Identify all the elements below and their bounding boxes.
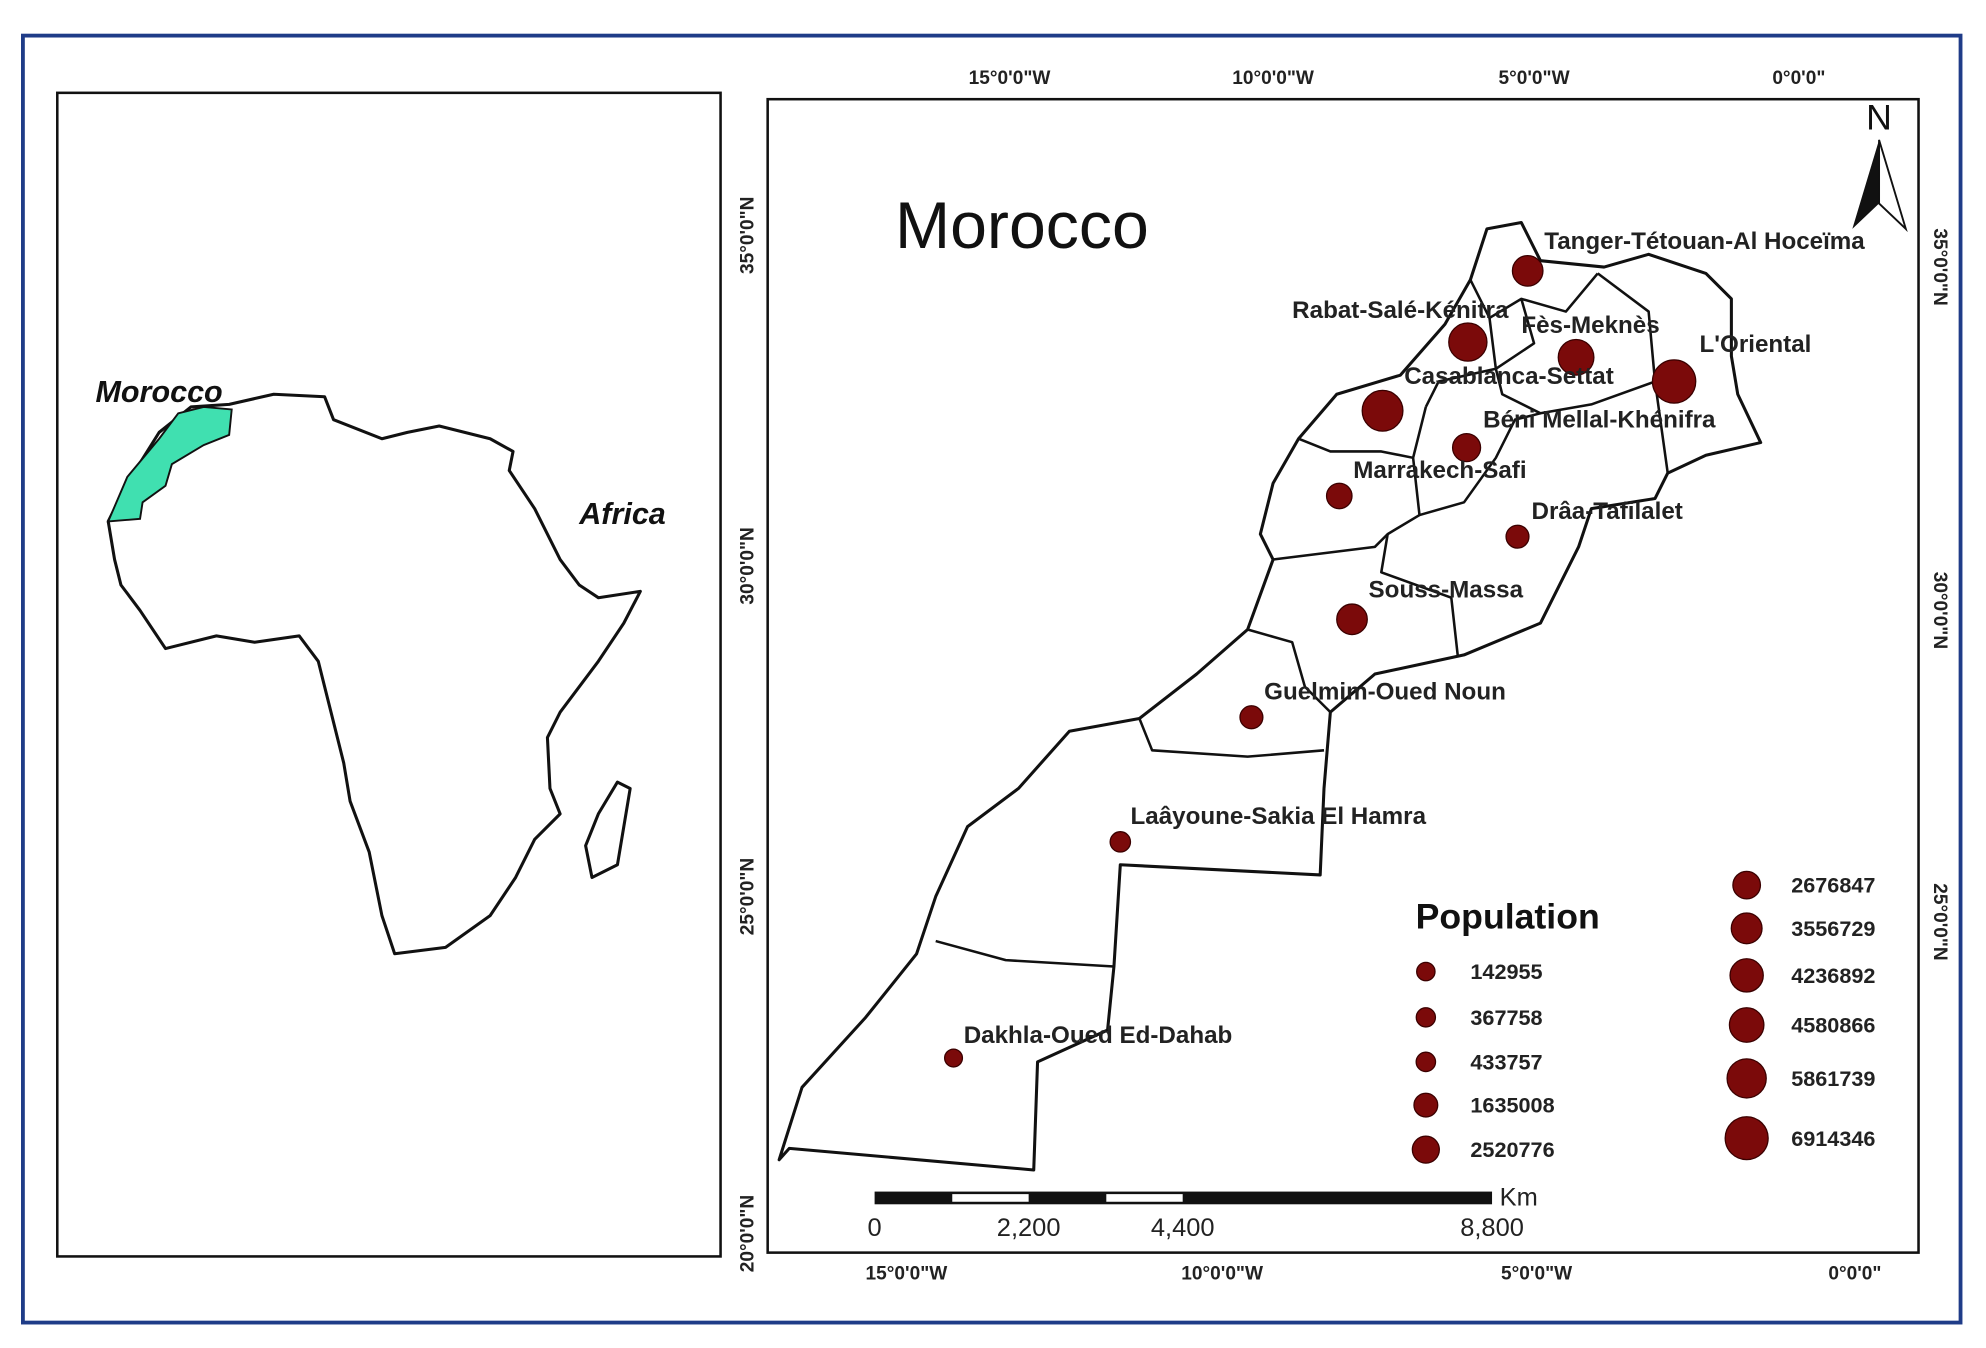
legend-label: 6914346	[1791, 1126, 1875, 1151]
legend-label: 2676847	[1791, 873, 1875, 898]
legend-symbol	[1729, 958, 1764, 993]
scale-label: 4,400	[1151, 1214, 1215, 1242]
region-dot	[1505, 524, 1530, 549]
region-dot	[1239, 705, 1264, 730]
region-border	[1596, 272, 1669, 474]
region-dot	[1557, 338, 1595, 376]
region-border	[1272, 513, 1421, 561]
region-label: Béni Mellal-Khénifra	[1483, 406, 1716, 433]
legend-symbol	[1730, 912, 1763, 945]
lon-label: 5°0'0"W	[1499, 68, 1570, 89]
inset-frame	[56, 91, 722, 1258]
legend-symbol	[1726, 1058, 1767, 1099]
scale-segment	[952, 1194, 1029, 1202]
lat-label: 20°0'0"N	[738, 1195, 759, 1272]
legend-label: 3556729	[1791, 916, 1875, 941]
africa-outline	[106, 392, 642, 956]
frame	[21, 33, 1963, 1325]
lon-label: 0°0'0"	[1772, 68, 1825, 89]
region-borders	[935, 272, 1669, 968]
scale-segment	[1106, 1194, 1183, 1202]
region-label: Marrakech-Safi	[1353, 457, 1526, 484]
legend-symbol	[1732, 870, 1762, 900]
legend-symbol	[1415, 1007, 1437, 1028]
legend-label: 4236892	[1791, 963, 1875, 988]
region-label: Tanger-Tétouan-Al Hoceïma	[1544, 228, 1865, 255]
region-border	[1424, 317, 1498, 408]
lat-label: 25°0'0"N	[1929, 883, 1950, 960]
legend-symbol	[1413, 1092, 1439, 1118]
region-dot	[1448, 322, 1488, 362]
legend-label: 433757	[1470, 1050, 1542, 1075]
region-border	[935, 939, 1115, 968]
lat-label: 30°0'0"N	[738, 527, 759, 604]
lat-label: 35°0'0"N	[1929, 228, 1950, 305]
region-dot	[1361, 389, 1404, 432]
morocco-highlight	[106, 405, 233, 523]
scale-segment	[874, 1191, 1493, 1205]
legend-label: 5861739	[1791, 1066, 1875, 1091]
lat-label: 25°0'0"N	[738, 858, 759, 935]
lon-label: 15°0'0"W	[969, 68, 1051, 89]
madagascar	[584, 780, 632, 879]
legend-symbol	[1411, 1135, 1440, 1164]
region-border	[1380, 533, 1459, 656]
region-dot	[1651, 359, 1697, 404]
region-label: L'Oriental	[1700, 331, 1812, 358]
region-labels: Tanger-Tétouan-Al Hoceïma Rabat-Salé-Kén…	[964, 228, 1866, 1049]
scale-label: 8,800	[1460, 1214, 1524, 1242]
lon-label: 15°0'0"W	[866, 1263, 948, 1284]
region-label: Fès-Meknès	[1521, 312, 1659, 339]
scale-unit: Km	[1500, 1184, 1538, 1212]
scale-bar: 0 2,200 4,400 8,800 Km	[868, 1184, 1538, 1243]
legend-symbol	[1416, 961, 1436, 982]
region-label: Souss-Massa	[1369, 577, 1524, 604]
legend-label: 2520776	[1470, 1137, 1554, 1162]
arrow-half	[1878, 139, 1908, 233]
region-dot	[943, 1048, 964, 1068]
lat-label: 35°0'0"N	[738, 197, 759, 274]
north-label: N	[1866, 98, 1892, 138]
lon-label: 10°0'0"W	[1181, 1263, 1263, 1284]
region-label: Casablanca-Settat	[1404, 363, 1614, 390]
region-label: Dakhla-Oued Ed-Dahab	[964, 1022, 1233, 1049]
legend-label: 1635008	[1470, 1093, 1554, 1118]
legend-label: 142955	[1470, 959, 1542, 984]
region-dot	[1451, 433, 1482, 463]
region-dot	[1325, 482, 1353, 510]
map-title: Morocco	[895, 189, 1149, 263]
legend-symbol	[1728, 1007, 1765, 1043]
inset-label: Africa	[578, 497, 666, 531]
region-border	[1298, 437, 1414, 460]
scale-label: 2,200	[997, 1214, 1061, 1242]
region-label: Rabat-Salé-Kénitra	[1292, 297, 1509, 324]
legend-symbol	[1724, 1116, 1769, 1161]
region-border	[1495, 298, 1536, 370]
legend-label: 4580866	[1791, 1013, 1875, 1038]
region-dot	[1336, 603, 1368, 636]
lon-label: 10°0'0"W	[1232, 68, 1314, 89]
region-label: Guelmim-Oued Noun	[1264, 678, 1506, 705]
country-outline	[777, 221, 1763, 1172]
legend-label: 367758	[1470, 1005, 1542, 1030]
region-dot	[1511, 254, 1544, 287]
lat-label: 30°0'0"N	[1929, 572, 1950, 649]
scale-label: 0	[868, 1214, 882, 1242]
lon-label: 0°0'0"	[1828, 1263, 1881, 1284]
lon-label: 5°0'0"W	[1501, 1263, 1572, 1284]
region-dot	[1109, 831, 1132, 853]
legend-symbol	[1415, 1051, 1437, 1073]
region-border	[1138, 718, 1325, 758]
region-symbols	[943, 254, 1697, 1068]
region-label: Laâyoune-Sakia El Hamra	[1130, 803, 1426, 830]
inset-label: Morocco	[95, 375, 222, 409]
legend-title: Population	[1416, 896, 1600, 936]
region-border	[1247, 628, 1332, 714]
region-label: Drâa-Tafilalet	[1532, 498, 1683, 525]
